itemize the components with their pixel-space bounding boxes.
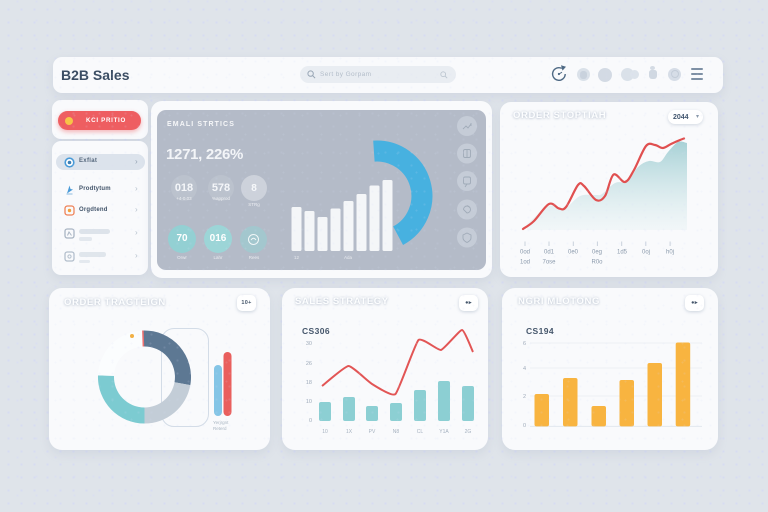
svg-text:6: 6 [523,341,526,347]
svg-text:10: 10 [306,399,312,405]
svg-text:12: 12 [294,255,300,260]
svg-text:Y1A: Y1A [439,429,449,435]
svg-text:1d5: 1d5 [617,250,628,256]
svg-text:0oj: 0oj [642,250,650,256]
svg-text:Reterd: Reterd [213,426,227,431]
svg-text:Ada: Ada [344,255,353,260]
svg-text:PV: PV [369,429,376,435]
svg-text:R0o: R0o [591,260,603,266]
svg-text:0e0: 0e0 [568,250,579,256]
svg-text:4: 4 [523,366,526,372]
svg-text:Yerjrgnt: Yerjrgnt [213,420,229,425]
svg-text:1od: 1od [520,260,530,266]
svg-text:0d1: 0d1 [544,250,555,256]
svg-text:26: 26 [306,361,312,367]
svg-text:0: 0 [309,418,312,424]
svg-text:2: 2 [523,394,526,400]
svg-text:0: 0 [523,423,526,429]
svg-text:0eg: 0eg [592,250,602,256]
svg-text:7ose: 7ose [542,260,556,266]
svg-text:10: 10 [322,429,328,435]
svg-text:CL: CL [417,429,424,435]
svg-text:2G: 2G [465,429,472,435]
svg-text:0od: 0od [520,250,530,256]
svg-text:30: 30 [306,341,312,347]
svg-text:N8: N8 [393,429,400,435]
svg-text:1X: 1X [346,429,353,435]
svg-text:h0j: h0j [666,250,674,256]
svg-text:18: 18 [306,380,312,386]
